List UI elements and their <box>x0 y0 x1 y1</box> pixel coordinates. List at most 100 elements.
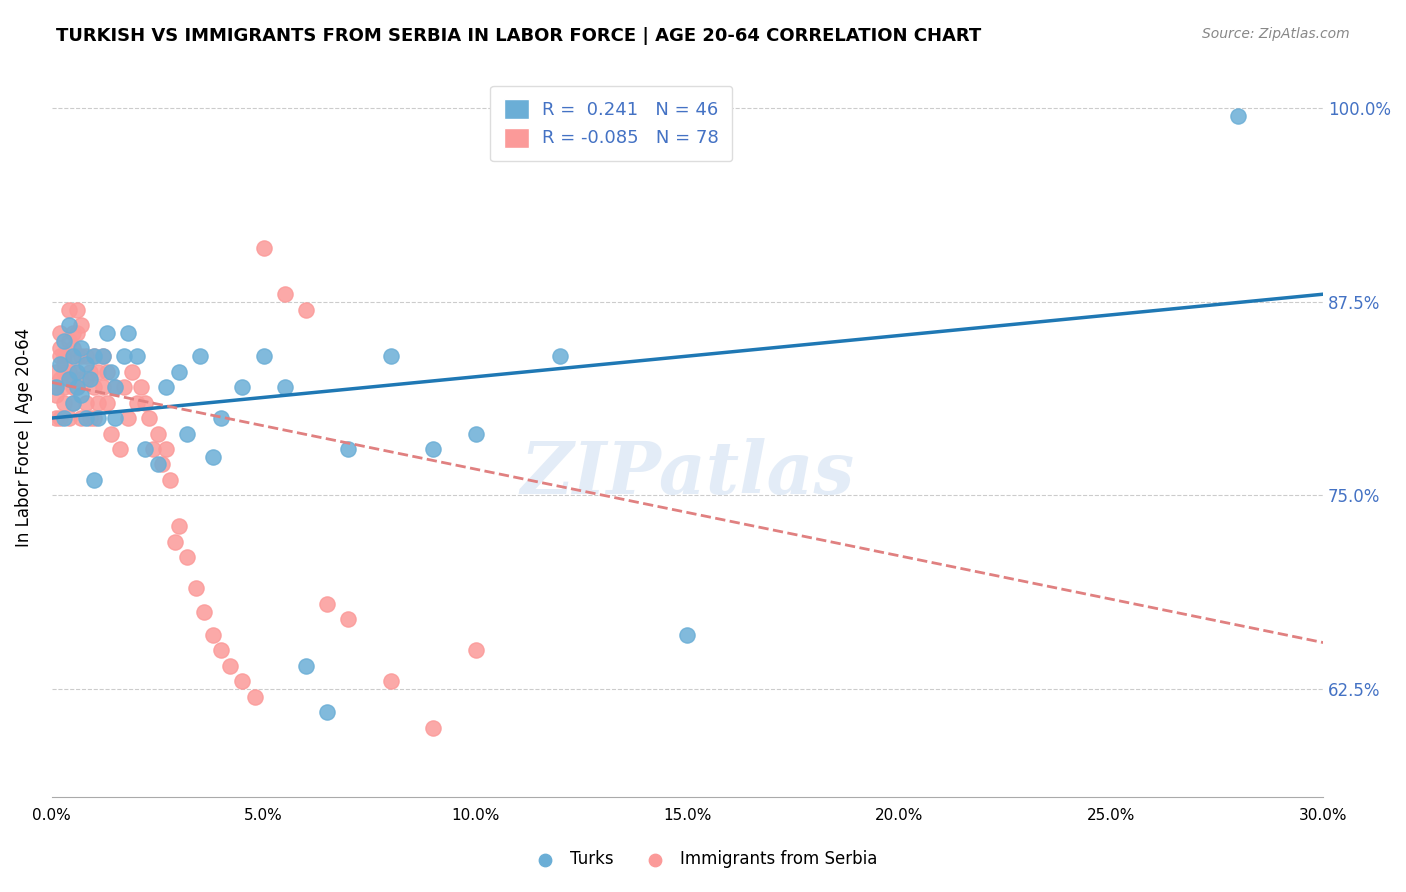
Point <box>79 365 101 379</box>
Point <box>87 411 110 425</box>
Point <box>79 411 101 425</box>
Point <box>121 365 143 379</box>
Point <box>58 372 80 386</box>
Point <box>100 365 122 379</box>
Point <box>49 326 72 340</box>
Point <box>83 380 105 394</box>
Point <box>75 395 97 409</box>
Point <box>45 380 67 394</box>
Point <box>66 365 89 379</box>
Text: ZIPatlas: ZIPatlas <box>520 438 855 509</box>
Point <box>104 380 127 394</box>
Point <box>58 318 80 333</box>
Point <box>337 612 360 626</box>
Point <box>75 357 97 371</box>
Point <box>188 349 211 363</box>
Point <box>112 380 135 394</box>
Point <box>201 450 224 464</box>
Point <box>62 380 84 394</box>
Point <box>380 349 402 363</box>
Point <box>104 380 127 394</box>
Point <box>167 365 190 379</box>
Point <box>422 442 444 456</box>
Point <box>1227 109 1250 123</box>
Point <box>550 349 572 363</box>
Point <box>58 334 80 348</box>
Point <box>422 721 444 735</box>
Point <box>49 372 72 386</box>
Point <box>91 349 114 363</box>
Point <box>96 395 118 409</box>
Point <box>464 426 486 441</box>
Point <box>337 442 360 456</box>
Point <box>62 326 84 340</box>
Point <box>134 395 156 409</box>
Point <box>83 349 105 363</box>
Point <box>66 380 89 394</box>
Point <box>58 365 80 379</box>
Point <box>112 349 135 363</box>
Point <box>70 349 93 363</box>
Point <box>53 334 76 348</box>
Text: TURKISH VS IMMIGRANTS FROM SERBIA IN LABOR FORCE | AGE 20-64 CORRELATION CHART: TURKISH VS IMMIGRANTS FROM SERBIA IN LAB… <box>56 27 981 45</box>
Point <box>83 411 105 425</box>
Point <box>62 349 84 363</box>
Point <box>253 349 276 363</box>
Point <box>62 395 84 409</box>
Point <box>380 674 402 689</box>
Point <box>49 411 72 425</box>
Point <box>49 349 72 363</box>
Point <box>142 442 165 456</box>
Point <box>253 241 276 255</box>
Point <box>53 349 76 363</box>
Point <box>62 365 84 379</box>
Point <box>193 605 215 619</box>
Point <box>96 326 118 340</box>
Point <box>70 372 93 386</box>
Point <box>87 395 110 409</box>
Point <box>163 535 186 549</box>
Point <box>49 342 72 356</box>
Legend: Turks, Immigrants from Serbia: Turks, Immigrants from Serbia <box>522 844 884 875</box>
Point <box>70 342 93 356</box>
Point <box>91 349 114 363</box>
Point <box>134 442 156 456</box>
Point <box>83 349 105 363</box>
Point <box>295 658 318 673</box>
Legend: R =  0.241   N = 46, R = -0.085   N = 78: R = 0.241 N = 46, R = -0.085 N = 78 <box>491 86 733 161</box>
Point <box>70 318 93 333</box>
Point <box>155 380 177 394</box>
Point <box>66 380 89 394</box>
Point <box>209 643 232 657</box>
Point <box>150 458 173 472</box>
Point <box>167 519 190 533</box>
Point <box>138 411 160 425</box>
Point <box>49 357 72 371</box>
Y-axis label: In Labor Force | Age 20-64: In Labor Force | Age 20-64 <box>15 328 32 547</box>
Point <box>53 365 76 379</box>
Point <box>184 582 207 596</box>
Point <box>231 380 253 394</box>
Point <box>45 411 67 425</box>
Point <box>45 365 67 379</box>
Point <box>79 372 101 386</box>
Point <box>66 326 89 340</box>
Point <box>58 411 80 425</box>
Point <box>53 411 76 425</box>
Point <box>125 395 148 409</box>
Point <box>87 365 110 379</box>
Point <box>75 349 97 363</box>
Point <box>53 357 76 371</box>
Point <box>53 380 76 394</box>
Point <box>243 690 266 704</box>
Point <box>62 395 84 409</box>
Point <box>96 365 118 379</box>
Text: Source: ZipAtlas.com: Source: ZipAtlas.com <box>1202 27 1350 41</box>
Point <box>316 597 339 611</box>
Point <box>176 550 198 565</box>
Point <box>231 674 253 689</box>
Point <box>58 302 80 317</box>
Point <box>53 395 76 409</box>
Point <box>108 442 131 456</box>
Point <box>274 380 297 394</box>
